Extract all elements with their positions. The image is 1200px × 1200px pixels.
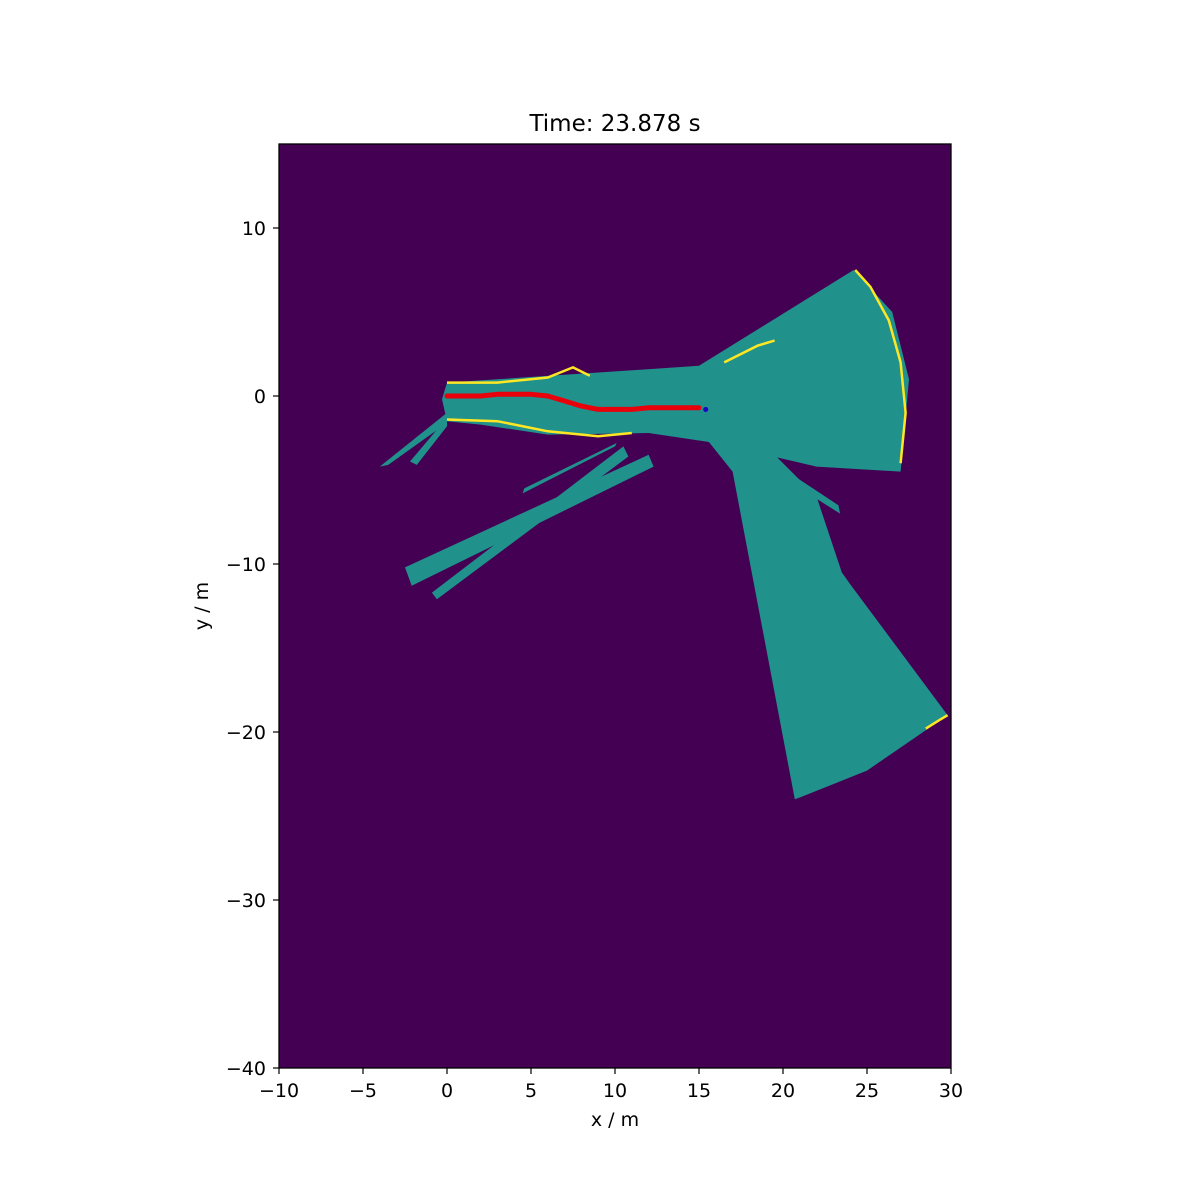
free-region-south-fan bbox=[699, 429, 948, 800]
occupied-edge-south-tip-edge bbox=[925, 714, 949, 730]
x-tick-label: 5 bbox=[525, 1080, 537, 1102]
free-region-forward-fan bbox=[442, 270, 909, 472]
x-tick-label: 0 bbox=[441, 1080, 453, 1102]
x-tick-label: −5 bbox=[349, 1080, 377, 1102]
x-tick-label: −10 bbox=[259, 1080, 299, 1102]
free-region-beam-west-thin bbox=[522, 443, 617, 494]
free-region-left-ray-a bbox=[379, 412, 447, 467]
trajectory-layer bbox=[444, 391, 709, 412]
free-region-beam-southwest-narrow bbox=[431, 446, 629, 600]
x-axis-label: x / m bbox=[591, 1109, 639, 1131]
y-tick-label: −20 bbox=[226, 722, 266, 744]
x-axis: −10 −5 0 5 10 15 20 25 30 bbox=[259, 1068, 963, 1102]
occupied-edge-lower-left-edge bbox=[446, 418, 632, 438]
occupied-edge-upper-mid-edge bbox=[723, 339, 775, 364]
occupied-edge-fan-rim bbox=[854, 269, 907, 464]
trajectory-series-line bbox=[444, 391, 702, 412]
y-tick-label: −40 bbox=[226, 1058, 266, 1080]
y-tick-label: 0 bbox=[254, 386, 266, 408]
occupied-edge-upper-left-edge bbox=[447, 366, 591, 384]
free-region-left-ray-b bbox=[410, 417, 447, 465]
y-tick-label: −10 bbox=[226, 554, 266, 576]
chart-title: Time: 23.878 s bbox=[528, 111, 700, 137]
x-tick-label: 30 bbox=[939, 1080, 963, 1102]
robot-position-marker bbox=[703, 406, 709, 412]
occupancy-map bbox=[379, 269, 949, 800]
y-axis: −40 −30 −20 −10 0 10 bbox=[226, 218, 279, 1080]
x-tick-label: 25 bbox=[855, 1080, 879, 1102]
x-tick-label: 10 bbox=[603, 1080, 627, 1102]
x-tick-label: 15 bbox=[687, 1080, 711, 1102]
y-tick-label: −30 bbox=[226, 890, 266, 912]
y-tick-label: 10 bbox=[242, 218, 266, 240]
x-tick-label: 20 bbox=[771, 1080, 795, 1102]
y-axis-label: y / m bbox=[191, 582, 213, 630]
